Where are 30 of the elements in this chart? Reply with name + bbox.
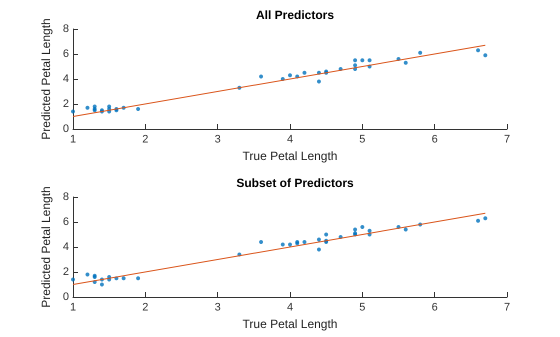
x-tick-label: 5 [359, 134, 366, 146]
x-tick-label: 2 [142, 302, 148, 314]
x-tick-label: 2 [142, 134, 148, 146]
y-tick-label: 8 [62, 23, 69, 35]
y-axis-title: Predicted Petal Length [38, 186, 53, 308]
y-tick-label: 8 [62, 191, 69, 203]
x-tick-label: 4 [286, 134, 294, 146]
chart-title: All Predictors [256, 8, 334, 22]
x-tick-label: 1 [70, 134, 76, 146]
x-tick-label: 5 [359, 302, 366, 314]
x-axis-title: True Petal Length [242, 316, 338, 331]
x-tick-label: 7 [504, 134, 510, 146]
x-tick-label: 4 [286, 302, 294, 314]
y-tick-label: 6 [62, 216, 69, 228]
x-axis-title: True Petal Length [242, 148, 338, 163]
x-tick-label: 6 [432, 134, 438, 146]
y-axis-title: Predicted Petal Length [38, 18, 53, 140]
y-tick-label: 0 [62, 291, 69, 303]
y-tick-label: 6 [62, 48, 69, 60]
x-tick-label: 3 [214, 302, 221, 314]
y-tick-label: 4 [62, 73, 69, 85]
x-tick-label: 3 [214, 134, 221, 146]
y-tick-label: 2 [62, 98, 69, 110]
y-tick-label: 4 [62, 241, 69, 253]
y-tick-label: 2 [62, 266, 69, 278]
x-tick-label: 6 [432, 302, 438, 314]
y-tick-label: 0 [62, 123, 69, 135]
x-tick-label: 1 [70, 302, 76, 314]
chart-title: Subset of Predictors [236, 176, 354, 190]
x-tick-label: 7 [504, 302, 510, 314]
